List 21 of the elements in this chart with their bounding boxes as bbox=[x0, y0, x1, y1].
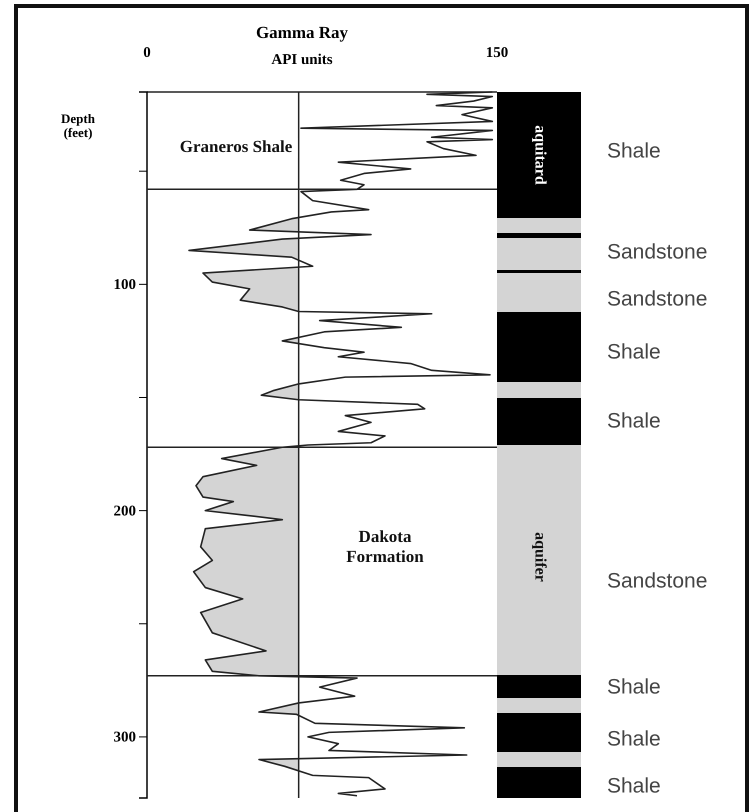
annotation: Graneros Shale bbox=[180, 136, 293, 156]
x-axis-title: API units bbox=[271, 52, 333, 68]
text: Shale bbox=[607, 340, 661, 364]
text: aquitard bbox=[531, 125, 548, 185]
y-tick-label: 100 bbox=[114, 277, 136, 294]
annotation: Dakota Formation bbox=[346, 527, 424, 566]
text: Sandstone bbox=[607, 288, 708, 311]
text: Shale bbox=[607, 140, 661, 163]
x-tick-label: 150 bbox=[486, 45, 508, 61]
text: Shale bbox=[607, 774, 661, 798]
text: Shale bbox=[607, 728, 661, 751]
y-tick-label: 200 bbox=[114, 503, 136, 520]
chart-title: Gamma Ray bbox=[256, 23, 349, 42]
text: Shale bbox=[607, 410, 661, 433]
text: aquifer bbox=[531, 532, 548, 582]
y-axis-title: Depth (feet) bbox=[61, 110, 96, 140]
text: Shale bbox=[607, 676, 661, 699]
text: Sandstone bbox=[607, 240, 708, 264]
y-tick-label: 300 bbox=[114, 730, 136, 746]
x-tick-label: 0 bbox=[143, 45, 151, 61]
text: Sandstone bbox=[607, 570, 708, 593]
